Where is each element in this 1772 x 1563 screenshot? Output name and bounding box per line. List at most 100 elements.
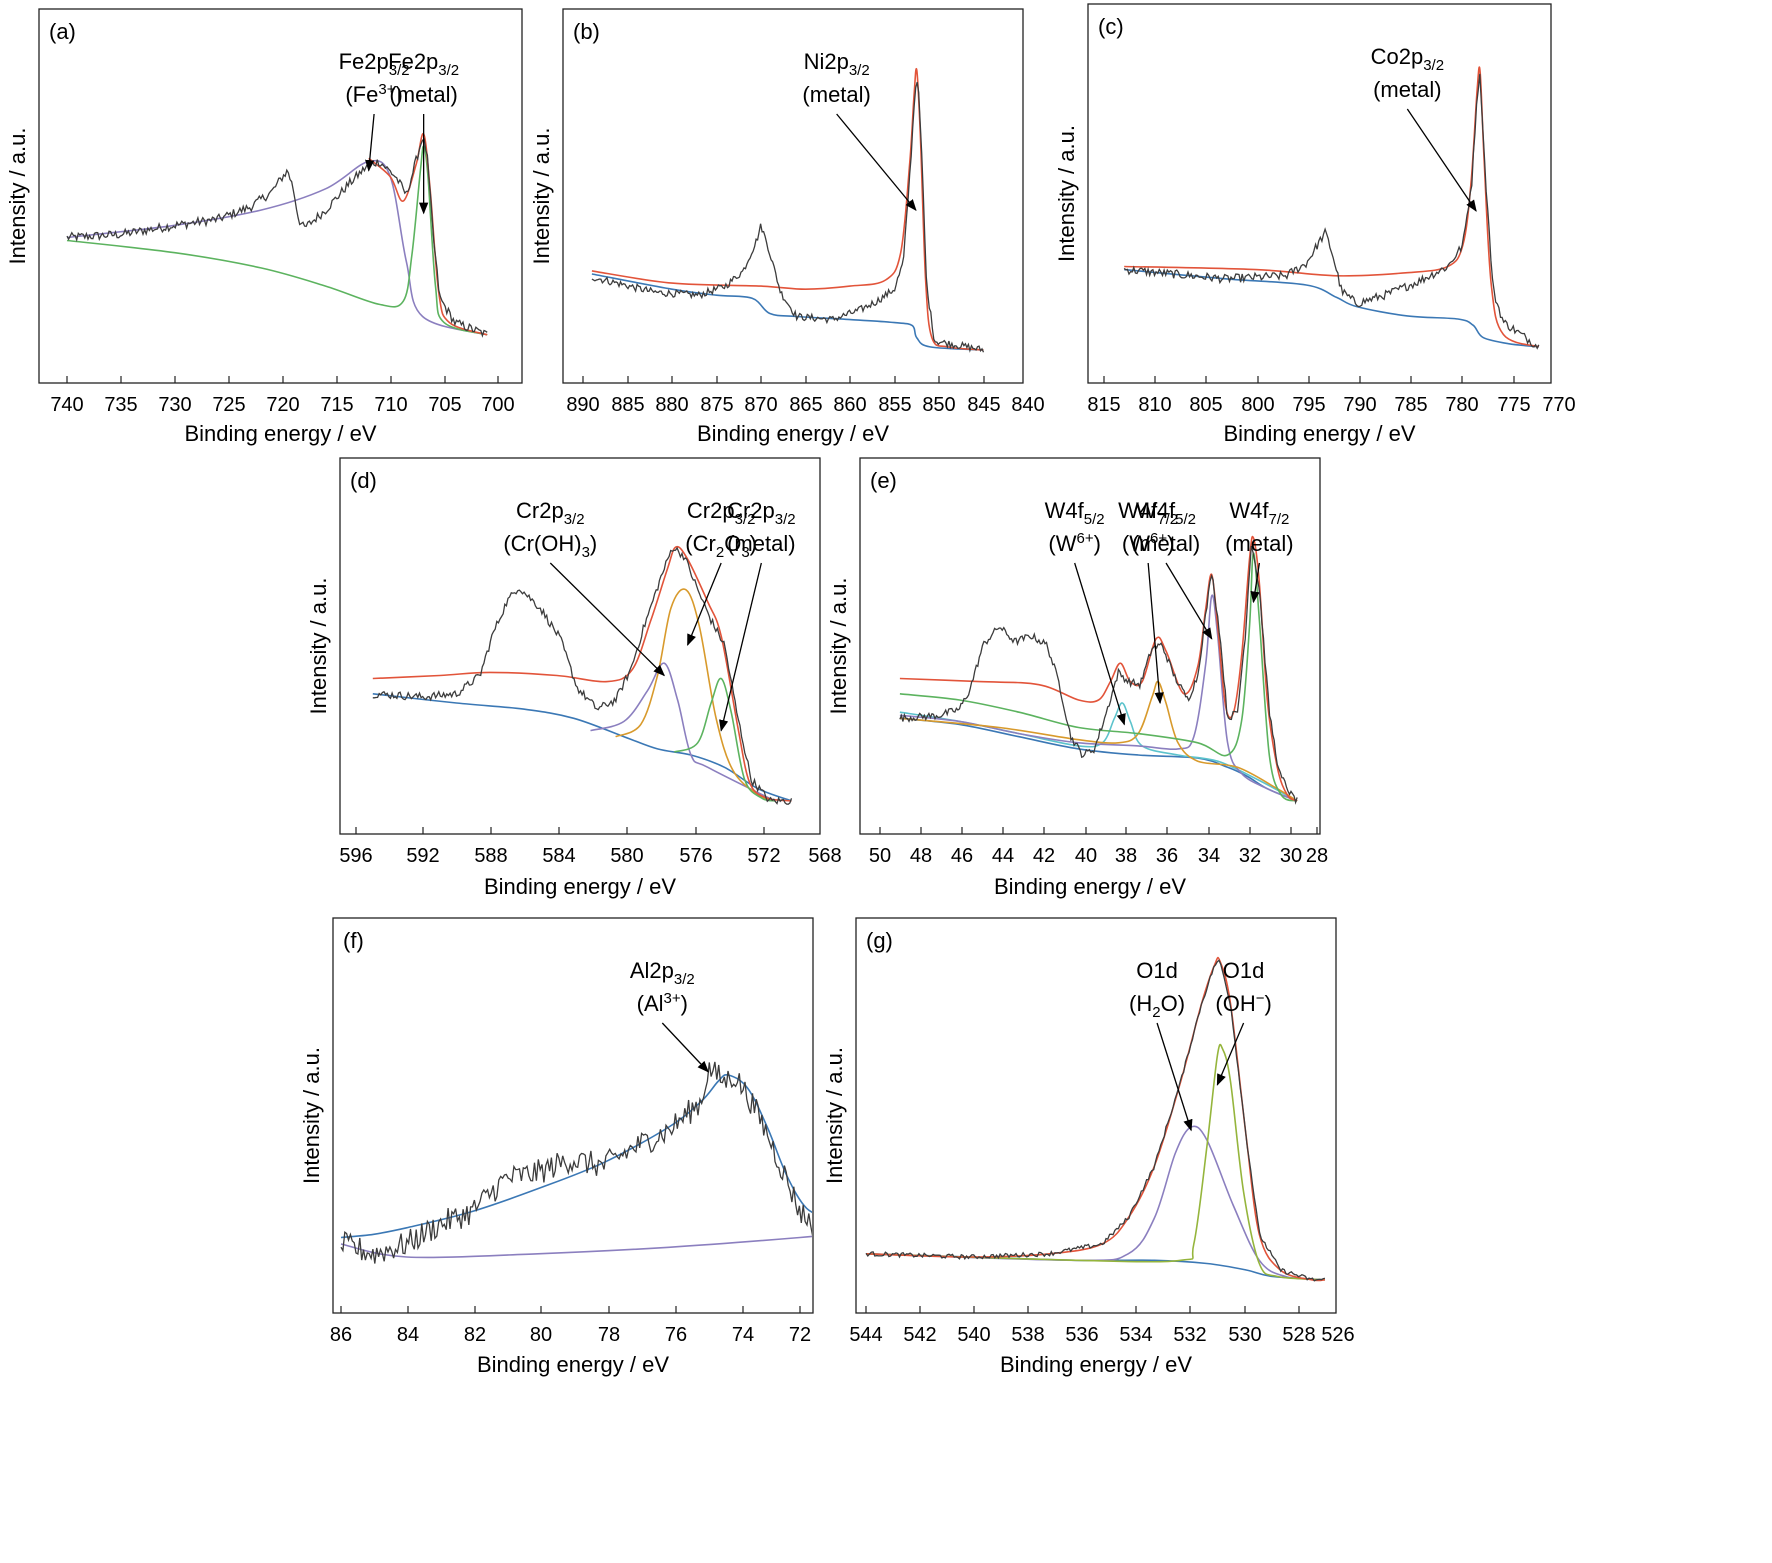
x-tick-label: 80 bbox=[530, 1324, 552, 1346]
x-tick-label: 850 bbox=[922, 394, 955, 416]
panel-c: 815 810 805 800 795 790 785 780 775 770 Binding en… bbox=[1054, 3, 1576, 446]
panel-e: 50 48 46 44 42 40 38 36 34 32 30 28 Binding energy /… bbox=[826, 457, 1328, 899]
x-tick-label: 46 bbox=[951, 845, 973, 867]
x-tick-label: 48 bbox=[910, 845, 932, 867]
x-tick-label: 72 bbox=[789, 1324, 811, 1346]
panel-tag: (c) bbox=[1098, 14, 1124, 39]
annotation-label: (Fe3+) bbox=[345, 81, 402, 107]
x-tick-label: 84 bbox=[397, 1324, 419, 1346]
x-tick-label: 544 bbox=[849, 1324, 882, 1346]
series-line-background bbox=[591, 273, 984, 351]
annotation-label: Cr2p3/2 bbox=[727, 498, 796, 528]
y-axis-title: Intensity / a.u. bbox=[822, 1047, 847, 1184]
peak-annotation: Cr2p3/2 (metal) bbox=[719, 498, 796, 732]
peak-annotation: Fe2p3/2 (metal) bbox=[388, 49, 459, 215]
annotation-label: (H2O) bbox=[1129, 991, 1185, 1021]
panel-tag: (g) bbox=[866, 928, 893, 953]
x-tick-label: 30 bbox=[1280, 845, 1302, 867]
y-axis-title: Intensity / a.u. bbox=[1054, 125, 1079, 262]
annotation-arrow bbox=[1147, 562, 1164, 705]
x-axis-title: Binding energy / eV bbox=[477, 1352, 669, 1377]
plot-frame bbox=[855, 917, 1337, 1314]
annotation-label: (metal) bbox=[727, 531, 795, 556]
series-line-green bbox=[66, 145, 488, 336]
x-tick-label: 536 bbox=[1065, 1324, 1098, 1346]
annotation-label: Fe2p3/2 bbox=[339, 49, 410, 79]
peak-annotation: Al2p3/2(Al3+) bbox=[630, 958, 710, 1073]
series-line-orange bbox=[615, 588, 776, 802]
x-tick-label: 572 bbox=[747, 845, 780, 867]
panel-d: 596 592 588 584 580 576 572 568 Binding energy /… bbox=[306, 457, 842, 899]
x-tick-label: 528 bbox=[1282, 1324, 1315, 1346]
panel-tag: (e) bbox=[870, 468, 897, 493]
y-axis-title: Intensity / a.u. bbox=[299, 1047, 324, 1184]
peak-annotation: W4f5/2(W6+) bbox=[1045, 498, 1126, 726]
x-tick-label: 526 bbox=[1321, 1324, 1354, 1346]
x-tick-label: 40 bbox=[1075, 845, 1097, 867]
panel-b: 890 885 880 875 870 865 860 855 850 845 840 Binding… bbox=[529, 8, 1045, 446]
annotation-label: Co2p3/2 bbox=[1371, 44, 1444, 74]
x-tick-label: 735 bbox=[104, 394, 137, 416]
panel-tag: (d) bbox=[350, 468, 377, 493]
panel-tag: (b) bbox=[573, 19, 600, 44]
x-tick-label: 790 bbox=[1343, 394, 1376, 416]
annotation-label: W4f5/2 bbox=[1045, 498, 1105, 528]
annotation-label: (W6+) bbox=[1048, 530, 1101, 556]
x-tick-label: 32 bbox=[1239, 845, 1261, 867]
panel-tag: (a) bbox=[49, 19, 76, 44]
series-line-green bbox=[899, 552, 1298, 802]
y-axis-title: Intensity / a.u. bbox=[529, 128, 554, 265]
x-tick-label: 576 bbox=[679, 845, 712, 867]
x-tick-label: 815 bbox=[1087, 394, 1120, 416]
series-line-raw bbox=[591, 81, 985, 353]
series-line-background bbox=[865, 1253, 1325, 1281]
x-tick-label: 580 bbox=[610, 845, 643, 867]
x-tick-label: 538 bbox=[1011, 1324, 1044, 1346]
series-line-envelope bbox=[899, 535, 1298, 802]
series-line-background bbox=[340, 1073, 812, 1239]
x-tick-label: 568 bbox=[808, 845, 841, 867]
series-line-envelope bbox=[591, 68, 984, 351]
x-axis-title: Binding energy / eV bbox=[697, 421, 889, 446]
plot-frame bbox=[562, 8, 1024, 384]
x-tick-label: 725 bbox=[212, 394, 245, 416]
x-tick-label: 76 bbox=[665, 1324, 687, 1346]
annotation-label: (Cr(OH)3) bbox=[503, 531, 597, 561]
x-tick-label: 880 bbox=[655, 394, 688, 416]
annotation-arrow bbox=[1074, 562, 1126, 726]
annotation-arrow bbox=[549, 562, 666, 677]
annotation-label: Fe2p3/2 bbox=[388, 49, 459, 79]
x-tick-label: 44 bbox=[992, 845, 1014, 867]
x-tick-label: 705 bbox=[428, 394, 461, 416]
x-tick-label: 700 bbox=[481, 394, 514, 416]
panel-f: 86 84 82 80 78 76 74 72 Binding energy / eV Inten… bbox=[299, 917, 814, 1377]
peak-annotation: Ni2p3/2 (metal) bbox=[802, 49, 917, 212]
peak-annotation: Fe2p3/2(Fe3+) bbox=[339, 49, 410, 172]
x-tick-label: 890 bbox=[566, 394, 599, 416]
x-tick-label: 588 bbox=[474, 845, 507, 867]
annotation-arrow bbox=[365, 113, 375, 172]
annotation-label: (W6+) bbox=[1122, 530, 1175, 556]
series-line-raw bbox=[66, 138, 488, 338]
x-tick-label: 86 bbox=[330, 1324, 352, 1346]
annotation-arrow bbox=[661, 1022, 710, 1073]
series-group bbox=[899, 535, 1298, 805]
x-tick-label: 715 bbox=[320, 394, 353, 416]
annotation-label: (metal) bbox=[802, 82, 870, 107]
annotation-label: W4f7/2 bbox=[1229, 498, 1289, 528]
plot-frame bbox=[38, 8, 523, 384]
peak-annotation: Cr2p3/2(Cr2O3) bbox=[685, 498, 757, 646]
annotation-arrow bbox=[1156, 1022, 1193, 1132]
x-axis-title: Binding energy / eV bbox=[184, 421, 376, 446]
x-tick-label: 34 bbox=[1198, 845, 1220, 867]
x-tick-label: 740 bbox=[50, 394, 83, 416]
y-axis-title: Intensity / a.u. bbox=[826, 578, 851, 715]
annotation-arrow bbox=[836, 113, 917, 212]
x-tick-label: 542 bbox=[903, 1324, 936, 1346]
x-axis-title: Binding energy / eV bbox=[1223, 421, 1415, 446]
x-tick-label: 865 bbox=[789, 394, 822, 416]
x-tick-label: 810 bbox=[1138, 394, 1171, 416]
series-line-envelope bbox=[1124, 66, 1540, 348]
series-line-background bbox=[899, 717, 1298, 802]
